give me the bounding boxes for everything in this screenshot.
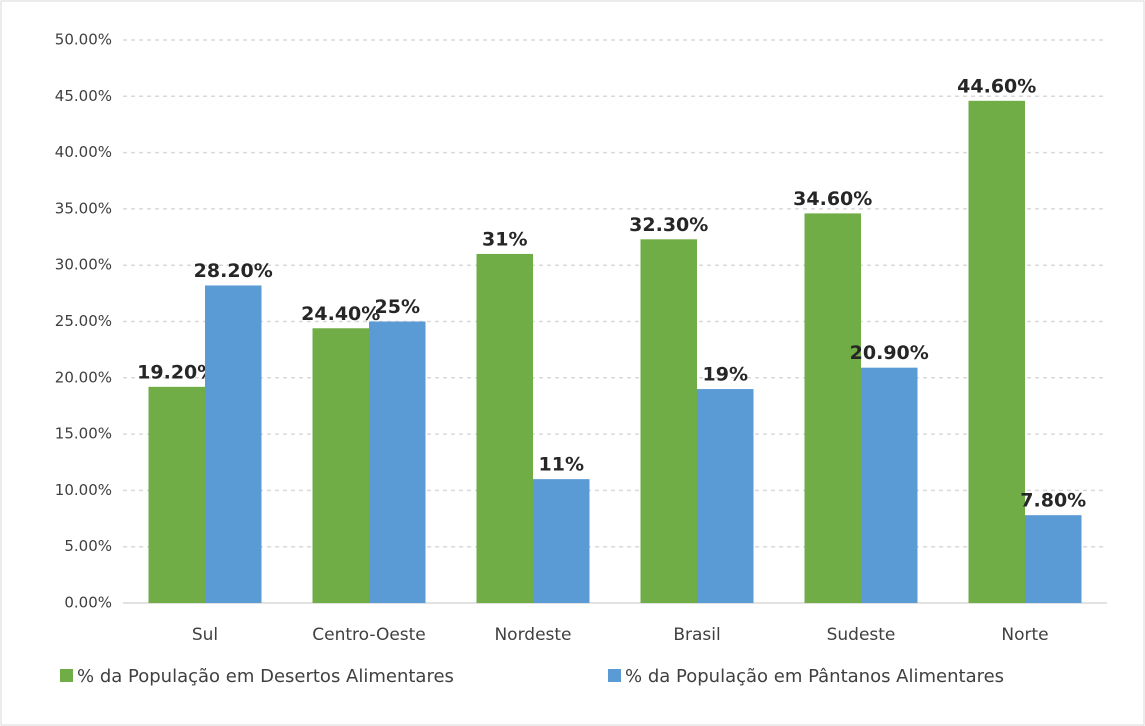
- value-label: 20.90%: [850, 342, 929, 364]
- y-tick-label: 50.00%: [55, 31, 112, 49]
- y-tick-label: 45.00%: [55, 87, 112, 105]
- legend-swatch: [608, 669, 621, 682]
- bar: [369, 321, 426, 603]
- bar: [861, 367, 918, 603]
- value-label: 28.20%: [194, 260, 273, 282]
- legend-swatch: [60, 669, 73, 682]
- value-label: 24.40%: [301, 303, 380, 325]
- value-label: 32.30%: [629, 214, 708, 236]
- bar: [312, 328, 369, 603]
- value-label: 7.80%: [1020, 490, 1086, 512]
- value-label: 34.60%: [793, 188, 872, 210]
- x-tick-label: Norte: [1001, 625, 1048, 645]
- legend-label: % da População em Desertos Alimentares: [77, 666, 454, 687]
- value-label: 19%: [703, 364, 748, 386]
- x-tick-label: Sul: [192, 625, 218, 645]
- x-tick-label: Centro-Oeste: [312, 625, 426, 645]
- bar: [968, 100, 1025, 603]
- y-tick-label: 40.00%: [55, 143, 112, 161]
- bar: [804, 213, 861, 604]
- y-tick-label: 0.00%: [64, 594, 112, 612]
- y-tick-label: 25.00%: [55, 312, 112, 330]
- value-label: 11%: [539, 454, 584, 476]
- y-tick-label: 5.00%: [64, 537, 112, 555]
- y-tick-label: 10.00%: [55, 481, 112, 499]
- bar: [697, 389, 754, 603]
- bar: [1025, 515, 1082, 603]
- value-label: 25%: [375, 296, 420, 318]
- x-tick-label: Brasil: [673, 625, 720, 645]
- value-label: 44.60%: [957, 75, 1036, 97]
- y-tick-label: 20.00%: [55, 368, 112, 386]
- value-label: 19.20%: [137, 361, 216, 383]
- x-tick-label: Nordeste: [494, 625, 571, 645]
- y-tick-label: 35.00%: [55, 199, 112, 217]
- bar: [533, 479, 590, 603]
- y-tick-label: 15.00%: [55, 425, 112, 443]
- legend-label: % da População em Pântanos Alimentares: [625, 666, 1004, 687]
- value-label: 31%: [482, 228, 527, 250]
- x-tick-label: Sudeste: [827, 625, 896, 645]
- y-tick-label: 30.00%: [55, 256, 112, 274]
- bar: [205, 285, 262, 603]
- bar: [640, 239, 697, 603]
- bar: [148, 386, 205, 603]
- bar: [476, 253, 533, 603]
